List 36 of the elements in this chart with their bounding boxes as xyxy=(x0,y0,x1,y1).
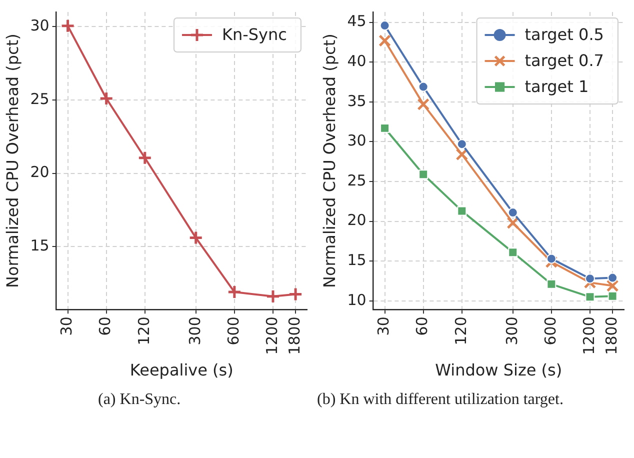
y-tick-label: 15 xyxy=(30,236,50,254)
y-tick-label: 45 xyxy=(347,12,366,30)
legend-label: target 0.5 xyxy=(524,25,604,44)
x-tick-label: 1800 xyxy=(602,316,620,355)
x-tick-label: 30 xyxy=(58,316,76,336)
x-tick-label: 300 xyxy=(186,316,204,346)
y-tick-label: 40 xyxy=(347,52,366,70)
legend-label: target 0.7 xyxy=(524,51,604,70)
y-tick-label: 20 xyxy=(347,211,366,230)
x-tick-label: 1200 xyxy=(262,316,281,355)
y-axis-title: Normalized CPU Overhead (pct) xyxy=(320,34,339,288)
x-tick-label: 30 xyxy=(374,316,393,336)
x-tick-label: 120 xyxy=(134,316,153,346)
x-axis-title: Window Size (s) xyxy=(435,360,562,380)
y-tick-label: 30 xyxy=(30,16,50,35)
y-tick-label: 10 xyxy=(347,290,366,309)
x-tick-label: 1200 xyxy=(580,316,598,355)
y-tick-label: 25 xyxy=(30,90,50,108)
x-tick-label: 600 xyxy=(541,316,560,346)
y-axis-title: Normalized CPU Overhead (pct) xyxy=(2,34,22,288)
y-tick-label: 35 xyxy=(347,92,366,110)
x-tick-label: 60 xyxy=(413,316,432,336)
text: (b) Kn with different utilization target. xyxy=(317,390,564,410)
x-tick-label: 300 xyxy=(502,316,521,346)
y-tick-label: 30 xyxy=(347,132,366,150)
x-tick-label: 600 xyxy=(224,316,242,346)
y-tick-label: 15 xyxy=(347,250,366,269)
text: (a) Kn-Sync. xyxy=(98,390,182,410)
x-axis-title: Keepalive (s) xyxy=(130,360,234,380)
x-tick-label: 120 xyxy=(452,316,470,346)
x-tick-label: 60 xyxy=(96,316,114,336)
y-tick-label: 25 xyxy=(347,171,366,190)
legend-label: Kn-Sync xyxy=(222,25,287,44)
x-tick-label: 1800 xyxy=(285,316,304,355)
legend-label: target 1 xyxy=(524,77,589,96)
y-tick-label: 20 xyxy=(30,163,50,182)
